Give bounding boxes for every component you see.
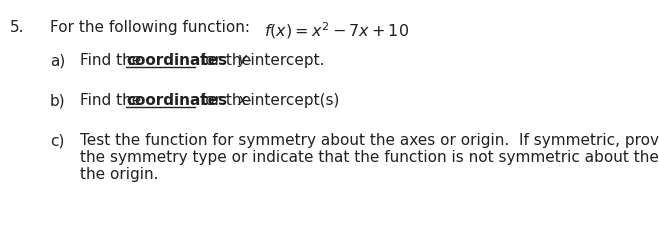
Text: $y$: $y$ — [237, 53, 248, 69]
Text: -intercept.: -intercept. — [245, 53, 324, 68]
Text: 5.: 5. — [10, 20, 24, 35]
Text: c): c) — [50, 133, 65, 148]
Text: b): b) — [50, 93, 66, 108]
Text: Find the: Find the — [80, 53, 146, 68]
Text: For the following function:: For the following function: — [50, 20, 250, 35]
Text: Test the function for symmetry about the axes or origin.  If symmetric, provide: Test the function for symmetry about the… — [80, 133, 659, 148]
Text: coordinates: coordinates — [126, 53, 227, 68]
Text: for the: for the — [195, 53, 256, 68]
Text: the origin.: the origin. — [80, 167, 159, 182]
Text: -intercept(s): -intercept(s) — [245, 93, 339, 108]
Text: a): a) — [50, 53, 65, 68]
Text: for the: for the — [195, 93, 256, 108]
Text: Find the: Find the — [80, 93, 146, 108]
Text: $f(x)=x^{2}-7x+10$: $f(x)=x^{2}-7x+10$ — [264, 20, 409, 41]
Text: $x$: $x$ — [237, 93, 248, 108]
Text: the symmetry type or indicate that the function is not symmetric about the axes : the symmetry type or indicate that the f… — [80, 150, 659, 165]
Text: coordinates: coordinates — [126, 93, 227, 108]
